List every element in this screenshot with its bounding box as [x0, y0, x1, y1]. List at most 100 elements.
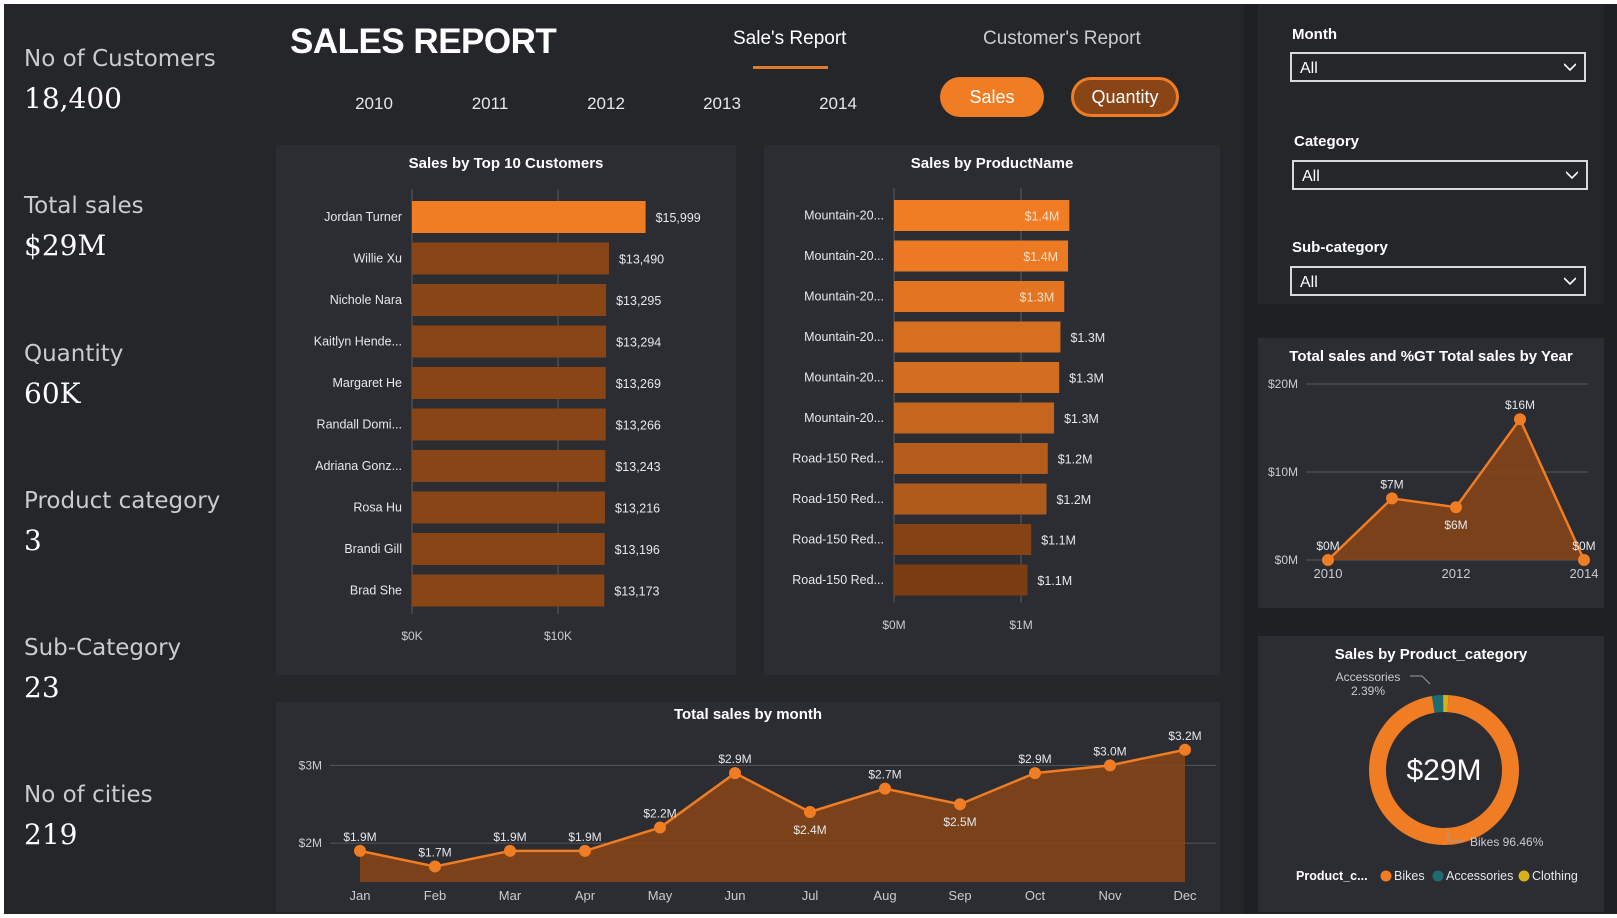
bar: [412, 533, 605, 565]
data-label: $1.3M: [1070, 331, 1105, 345]
data-point: [1578, 554, 1590, 566]
year-panel: Total sales and %GT Total sales by Year …: [1258, 338, 1604, 608]
x-tick-label: Jul: [802, 888, 819, 903]
chart-title: Total sales by month: [673, 706, 823, 723]
y-tick-label: $0M: [1275, 553, 1298, 567]
tab-customers-report[interactable]: Customer's Report: [983, 28, 1141, 49]
kpi-value: 23: [24, 671, 60, 704]
data-label: $2.5M: [943, 815, 976, 829]
legend-label: Bikes: [1394, 869, 1425, 883]
category-label: Road-150 Red...: [792, 573, 884, 587]
data-point: [654, 821, 666, 834]
category-label: Brad She: [350, 584, 402, 598]
data-point: [729, 767, 741, 780]
month-dropdown[interactable]: All: [1290, 52, 1586, 82]
kpi-customers: No of Customers 18,400: [24, 46, 216, 115]
series-line: [359, 748, 1186, 868]
bar: [894, 483, 1047, 515]
kpi-sub-category: Sub-Category 23: [24, 635, 181, 704]
slice-label-name: Accessories: [1336, 670, 1401, 684]
category-label: Margaret He: [333, 376, 403, 390]
year-button-2014[interactable]: 2014: [819, 94, 857, 113]
bar: [412, 574, 605, 607]
data-point: [1322, 554, 1334, 566]
donut-slice: [1431, 695, 1444, 713]
data-label: $13,196: [615, 543, 660, 557]
bar: [412, 201, 646, 233]
bar: [412, 325, 607, 358]
quantity-toggle-button[interactable]: Quantity: [1071, 77, 1179, 117]
data-label: $13,266: [616, 419, 661, 433]
data-label: $1.2M: [1058, 453, 1093, 467]
x-tick-label: $1M: [1009, 618, 1032, 632]
year-button-2010[interactable]: 2010: [355, 94, 393, 113]
kpi-value: 219: [24, 818, 78, 851]
category-label: Randall Domi...: [317, 418, 402, 432]
data-label: $13,269: [616, 377, 661, 391]
category-label: Willie Xu: [353, 252, 402, 266]
area-fill: [360, 749, 1185, 882]
legend-label: Clothing: [1532, 869, 1578, 883]
kpi-product-category: Product category 3: [24, 488, 220, 557]
data-label: $1.7M: [418, 845, 451, 859]
data-label: $13,295: [616, 294, 661, 308]
donut-center-label: $29M: [1406, 754, 1481, 787]
bar: [412, 284, 607, 316]
bar: [894, 524, 1032, 555]
data-label: $13,490: [619, 253, 664, 267]
x-tick-label: Nov: [1098, 888, 1122, 903]
year-button-2011[interactable]: 2011: [471, 94, 509, 113]
category-dropdown[interactable]: All: [1292, 160, 1588, 190]
data-label: $13,173: [614, 585, 659, 599]
legend-label: Accessories: [1446, 869, 1513, 883]
chevron-down-icon: [1566, 171, 1578, 180]
x-tick-label: May: [648, 888, 673, 903]
chart-title: Sales by Product_category: [1334, 646, 1528, 663]
year-button-2012[interactable]: 2012: [587, 94, 625, 113]
data-label: $1.9M: [568, 830, 601, 844]
sales-toggle-button[interactable]: Sales: [940, 77, 1044, 117]
category-label: Mountain-20...: [804, 411, 884, 425]
category-label: Road-150 Red...: [792, 492, 884, 506]
kpi-total-sales: Total sales $29M: [24, 193, 144, 262]
data-point: [354, 844, 366, 857]
category-label: Kaitlyn Hende...: [314, 335, 402, 349]
data-label: $16M: [1505, 398, 1535, 412]
filter-label-category: Category: [1294, 133, 1360, 150]
y-tick-label: $2M: [299, 836, 322, 850]
y-tick-label: $3M: [299, 758, 322, 772]
category-label: Nichole Nara: [330, 293, 402, 307]
kpi-label: Quantity: [24, 341, 124, 367]
data-point: [429, 860, 441, 873]
data-point: [579, 844, 591, 857]
donut-slice: [1443, 695, 1449, 713]
page-title: SALES REPORT: [290, 22, 557, 61]
y-tick-label: $20M: [1268, 377, 1298, 391]
area-fill: [1328, 419, 1584, 560]
data-label: $1.1M: [1041, 534, 1076, 548]
data-label: $15,999: [656, 211, 701, 225]
data-label: $2.7M: [868, 768, 901, 782]
data-point: [1104, 759, 1116, 772]
category-label: Mountain-20...: [804, 249, 884, 263]
data-point: [804, 806, 816, 818]
subcategory-dropdown[interactable]: All: [1290, 266, 1586, 296]
kpi-label: Total sales: [24, 193, 144, 219]
bar: [412, 408, 606, 441]
legend-swatch: [1380, 870, 1392, 882]
month-panel: Total sales by month $2M $3M $1.9M $1.7M $1.…: [276, 702, 1220, 912]
category-label: Road-150 Red...: [792, 452, 884, 466]
year-button-2013[interactable]: 2013: [703, 94, 741, 113]
category-label: Adriana Gonz...: [315, 459, 402, 473]
active-tab-underline: [753, 66, 828, 69]
data-label: $1.4M: [1023, 250, 1058, 264]
x-tick-label: 2010: [1314, 566, 1343, 581]
tab-sales-report[interactable]: Sale's Report: [733, 28, 847, 49]
bar: [894, 200, 1070, 231]
data-label: $1.4M: [1025, 210, 1060, 224]
data-label: $2.9M: [1018, 752, 1051, 766]
legend-swatch: [1518, 870, 1530, 882]
data-label: $3.0M: [1093, 744, 1126, 758]
top-customers-chart: $0K $10K Jordan Turner $15,999 Willie Xu $13,…: [314, 189, 701, 643]
